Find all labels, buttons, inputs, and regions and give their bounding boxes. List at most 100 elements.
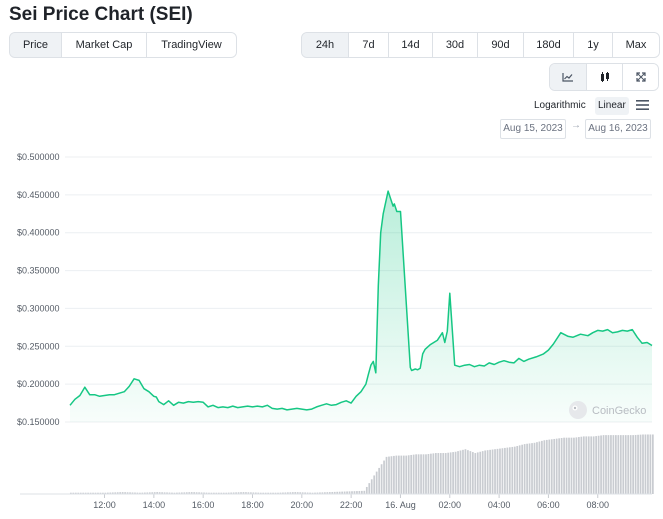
volume-bar	[250, 492, 252, 494]
volume-bar	[590, 436, 593, 494]
volume-bar	[89, 492, 92, 494]
x-tick-label: 16:00	[192, 500, 215, 510]
tab-1y[interactable]: 1y	[573, 33, 612, 57]
x-tick-label: 22:00	[340, 500, 363, 510]
hamburger-menu-icon[interactable]	[636, 99, 649, 111]
candlestick-button[interactable]	[586, 64, 622, 90]
tab-max[interactable]: Max	[612, 33, 659, 57]
volume-bar	[471, 452, 474, 494]
volume-bar	[417, 454, 420, 494]
volume-bar	[358, 490, 361, 494]
volume-bar	[536, 442, 538, 494]
volume-bar	[538, 441, 541, 494]
tab-tradingview[interactable]: TradingView	[146, 33, 236, 57]
volume-bar	[269, 492, 272, 494]
volume-bar	[185, 492, 188, 494]
volume-bar	[365, 486, 368, 494]
volume-bar	[168, 492, 171, 494]
date-to-input[interactable]: Aug 16, 2023	[585, 119, 651, 139]
scale-linear[interactable]: Linear	[595, 97, 629, 115]
volume-bar	[447, 452, 450, 494]
volume-bar	[615, 435, 617, 494]
chart-view-buttons	[549, 63, 659, 91]
tab-price[interactable]: Price	[10, 33, 61, 57]
x-tick-label: 16. Aug	[385, 500, 416, 510]
x-tick-label: 18:00	[241, 500, 264, 510]
date-from-input[interactable]: Aug 15, 2023	[500, 119, 566, 139]
volume-bar	[272, 492, 274, 494]
volume-bar	[111, 492, 114, 494]
y-tick-label: $0.300000	[17, 303, 60, 313]
volume-bar	[141, 492, 144, 494]
volume-bar	[346, 491, 348, 494]
volume-bar	[622, 435, 625, 494]
price-chart[interactable]: $0.500000 $0.450000 $0.400000 $0.350000 $0.3…	[0, 140, 663, 515]
volume-bar	[343, 491, 346, 494]
volume-bar	[383, 460, 385, 494]
volume-bar	[501, 448, 504, 494]
volume-bar	[178, 492, 181, 494]
volume-bar	[506, 447, 509, 494]
tab-24h[interactable]: 24h	[302, 33, 348, 57]
line-chart-icon	[562, 73, 573, 82]
volume-bar	[77, 492, 80, 494]
tab-180d[interactable]: 180d	[523, 33, 573, 57]
tab-14d[interactable]: 14d	[388, 33, 432, 57]
volume-bar	[129, 492, 131, 494]
volume-bar	[578, 437, 580, 494]
tab-30d[interactable]: 30d	[432, 33, 477, 57]
coingecko-watermark: CoinGecko	[569, 401, 646, 419]
volume-bar	[328, 492, 331, 494]
volume-bar	[464, 449, 467, 494]
volume-bar	[526, 443, 528, 494]
volume-bar	[592, 436, 595, 494]
volume-bar	[296, 492, 299, 494]
volume-bar	[504, 447, 506, 494]
volume-bar	[548, 439, 551, 494]
fullscreen-button[interactable]	[622, 64, 658, 90]
volume-bar	[550, 439, 553, 494]
volume-bar	[420, 454, 422, 494]
tab-market-cap[interactable]: Market Cap	[61, 33, 146, 57]
volume-bar	[353, 491, 356, 494]
volume-bar	[479, 451, 482, 494]
volume-bar	[484, 450, 487, 494]
volume-bar	[84, 492, 87, 494]
x-tick-label: 02:00	[439, 500, 462, 510]
page-title: Sei Price Chart (SEI)	[9, 4, 193, 25]
volume-bar	[568, 437, 570, 494]
scale-logarithmic[interactable]: Logarithmic	[534, 100, 586, 111]
date-range-arrow: →	[571, 120, 581, 131]
volume-bar	[647, 434, 649, 494]
volume-bar	[301, 492, 304, 494]
volume-bar	[605, 435, 607, 494]
volume-bar	[102, 492, 104, 494]
volume-bar	[210, 492, 213, 494]
fullscreen-icon	[635, 72, 646, 82]
line-chart-button[interactable]	[550, 64, 586, 90]
y-tick-label: $0.500000	[17, 152, 60, 162]
candlestick-icon	[600, 72, 609, 82]
volume-bar	[481, 451, 484, 494]
volume-bar	[220, 492, 223, 494]
volume-bar	[619, 435, 622, 494]
volume-bar	[459, 450, 462, 494]
volume-bar	[644, 434, 647, 494]
volume-bar	[560, 438, 563, 494]
volume-bar	[422, 454, 425, 494]
volume-bar	[291, 492, 294, 494]
volume-bar	[252, 492, 255, 494]
volume-bar	[516, 446, 519, 494]
volume-bar	[442, 453, 445, 494]
volume-bar	[333, 491, 336, 494]
time-range-tabs: 24h 7d 14d 30d 90d 180d 1y Max	[301, 32, 660, 58]
y-tick-label: $0.150000	[17, 417, 60, 427]
volume-bar	[348, 491, 351, 494]
volume-bar	[587, 436, 590, 494]
tab-90d[interactable]: 90d	[477, 33, 523, 57]
volume-bar	[634, 434, 637, 494]
volume-bar	[491, 449, 494, 494]
volume-bar	[395, 455, 398, 494]
volume-bar	[124, 492, 126, 494]
tab-7d[interactable]: 7d	[348, 33, 388, 57]
